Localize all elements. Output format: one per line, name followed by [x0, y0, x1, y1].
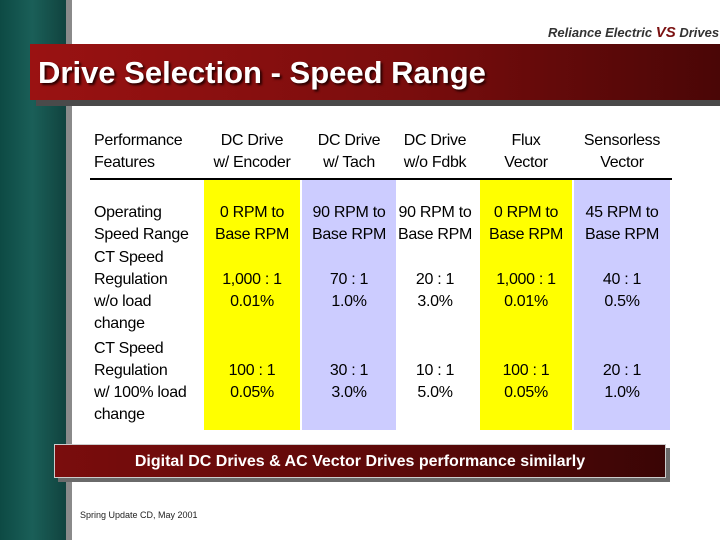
- header-line: DC Drive: [220, 132, 284, 149]
- header-line: Vector: [504, 154, 548, 171]
- cell-line: 100 : 1: [502, 362, 550, 379]
- cell-line: 45 RPM to: [585, 204, 659, 221]
- footer-banner-text: Digital DC Drives & AC Vector Drives per…: [134, 453, 586, 470]
- row-label-line: w/o load: [94, 293, 152, 310]
- cell-line: 40 : 1: [602, 271, 642, 288]
- cell-line: 1.0%: [331, 293, 367, 310]
- row-label-line: change: [94, 406, 145, 423]
- header-line: w/ Tach: [323, 154, 375, 171]
- cell-fullload-flux-vector: 100 : 1 0.05%: [480, 360, 572, 404]
- cell-line: Base RPM: [214, 226, 290, 243]
- cell-line: 90 RPM to: [398, 204, 472, 221]
- title-banner: Drive Selection - Speed Range: [30, 44, 720, 100]
- logo-text: Reliance Electric VS Drives: [548, 24, 719, 41]
- cell-line: 0.01%: [504, 293, 548, 310]
- cell-speed-flux-vector: 0 RPM to Base RPM: [480, 202, 572, 246]
- cell-line: 10 : 1: [415, 362, 455, 379]
- company-logo: Reliance Electric VS Drives: [540, 18, 719, 46]
- header-dc-tach: DC Drive w/ Tach: [300, 130, 398, 174]
- row-label-line: Speed Range: [94, 226, 189, 243]
- cell-line: 100 : 1: [228, 362, 276, 379]
- cell-noload-flux-vector: 1,000 : 1 0.01%: [480, 269, 572, 313]
- cell-speed-dc-tach: 90 RPM to Base RPM: [300, 202, 398, 246]
- row-label-line: CT Speed: [94, 340, 164, 357]
- header-line: Sensorless: [583, 132, 661, 149]
- header-dc-no-feedback: DC Drive w/o Fdbk: [390, 130, 480, 174]
- cell-line: 1,000 : 1: [496, 271, 556, 288]
- cell-noload-sensorless: 40 : 1 0.5%: [572, 269, 672, 313]
- cell-line: Base RPM: [397, 226, 473, 243]
- slide-credit: Spring Update CD, May 2001: [80, 510, 198, 520]
- header-line: w/o Fdbk: [403, 154, 467, 171]
- cell-fullload-dc-no-feedback: 10 : 1 5.0%: [390, 360, 480, 404]
- cell-line: 0.01%: [230, 293, 274, 310]
- cell-line: 20 : 1: [415, 271, 455, 288]
- sidebar-edge: [66, 0, 72, 540]
- cell-line: 0.05%: [504, 384, 548, 401]
- cell-speed-dc-no-feedback: 90 RPM to Base RPM: [390, 202, 480, 246]
- footer-banner: Digital DC Drives & AC Vector Drives per…: [54, 444, 666, 478]
- header-rule: [90, 178, 672, 180]
- header-line: w/ Encoder: [213, 154, 291, 171]
- cell-line: 3.0%: [331, 384, 367, 401]
- logo-brand: Reliance Electric: [548, 25, 653, 40]
- cell-line: 0 RPM to: [219, 204, 285, 221]
- row-label-line: CT Speed: [94, 249, 164, 266]
- row-label-line: w/ 100% load: [94, 384, 187, 401]
- cell-line: Base RPM: [311, 226, 387, 243]
- col-bg-dc-encoder: [204, 178, 300, 430]
- header-sensorless-vector: Sensorless Vector: [572, 130, 672, 174]
- row-label-regulation-full-load: CT Speed Regulation w/ 100% load change: [94, 338, 187, 426]
- header-dc-encoder: DC Drive w/ Encoder: [202, 130, 302, 174]
- row-label-line: Regulation: [94, 271, 168, 288]
- header-line: DC Drive: [403, 132, 467, 149]
- cell-line: 1.0%: [604, 384, 640, 401]
- row-label-line: Operating: [94, 204, 162, 221]
- cell-noload-dc-no-feedback: 20 : 1 3.0%: [390, 269, 480, 313]
- row-label-line: change: [94, 315, 145, 332]
- cell-line: Base RPM: [488, 226, 564, 243]
- cell-fullload-dc-tach: 30 : 1 3.0%: [300, 360, 398, 404]
- header-line: Features: [94, 154, 155, 171]
- row-label-speed-range: Operating Speed Range: [94, 202, 189, 246]
- cell-noload-dc-tach: 70 : 1 1.0%: [300, 269, 398, 313]
- cell-line: 1,000 : 1: [222, 271, 282, 288]
- cell-line: 0.05%: [230, 384, 274, 401]
- cell-line: Base RPM: [584, 226, 660, 243]
- header-line: DC Drive: [317, 132, 381, 149]
- header-line: Flux: [511, 132, 541, 149]
- col-bg-dc-tach: [302, 178, 396, 430]
- cell-noload-dc-encoder: 1,000 : 1 0.01%: [202, 269, 302, 313]
- cell-line: 70 : 1: [329, 271, 369, 288]
- cell-line: 90 RPM to: [312, 204, 386, 221]
- cell-line: 0.5%: [604, 293, 640, 310]
- cell-line: 5.0%: [417, 384, 453, 401]
- cell-line: 3.0%: [417, 293, 453, 310]
- col-bg-flux-vector: [480, 178, 572, 430]
- cell-fullload-dc-encoder: 100 : 1 0.05%: [202, 360, 302, 404]
- logo-suffix: Drives: [679, 25, 720, 40]
- cell-line: 30 : 1: [329, 362, 369, 379]
- header-line: Vector: [600, 154, 644, 171]
- header-line: Performance: [94, 132, 183, 149]
- row-label-regulation-no-load: CT Speed Regulation w/o load change: [94, 247, 168, 335]
- row-label-line: Regulation: [94, 362, 168, 379]
- cell-speed-sensorless: 45 RPM to Base RPM: [572, 202, 672, 246]
- logo-mark: VS: [655, 24, 676, 41]
- cell-speed-dc-encoder: 0 RPM to Base RPM: [202, 202, 302, 246]
- cell-fullload-sensorless: 20 : 1 1.0%: [572, 360, 672, 404]
- comparison-table: Performance Features DC Drive w/ Encoder D…: [90, 128, 672, 430]
- header-performance: Performance Features: [94, 130, 183, 174]
- col-bg-sensorless: [574, 178, 670, 430]
- cell-line: 20 : 1: [602, 362, 642, 379]
- slide-title: Drive Selection - Speed Range: [38, 55, 486, 90]
- header-flux-vector: Flux Vector: [480, 130, 572, 174]
- cell-line: 0 RPM to: [493, 204, 559, 221]
